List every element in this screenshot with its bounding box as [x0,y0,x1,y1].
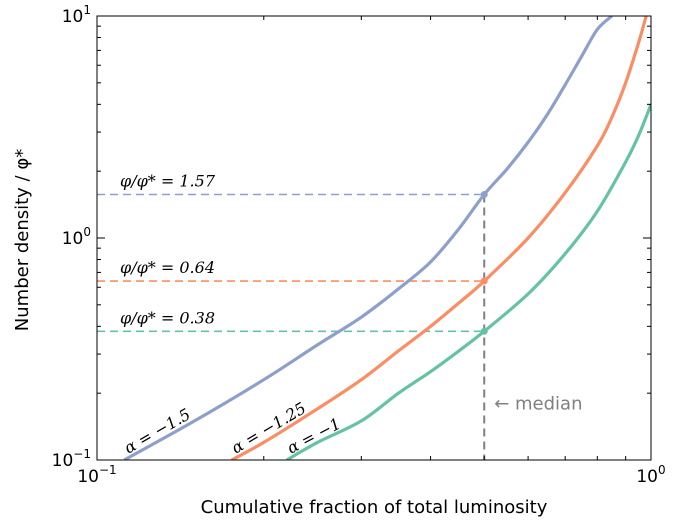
median-marker [480,277,488,285]
median-marker [480,327,488,335]
x-tick-label: 10−1 [77,463,116,487]
y-tick-label: 100 [62,225,91,249]
series-line [230,16,648,460]
series-line [123,16,613,460]
level-annotation: φ/φ* = 0.38 [120,308,215,327]
y-axis-label: Number density / φ* [12,149,33,331]
series-label: α = −1.5 [121,405,194,458]
x-axis-label: Cumulative fraction of total luminosity [201,497,548,518]
level-annotation: φ/φ* = 1.57 [120,172,216,191]
series-line [285,103,651,460]
y-tick-label: 101 [62,3,91,27]
x-tick-label: 100 [636,463,665,487]
median-label: ← median [494,393,582,414]
y-tick-label: 10−1 [52,447,91,471]
level-annotation: φ/φ* = 0.64 [120,258,215,277]
median-marker [480,191,488,199]
